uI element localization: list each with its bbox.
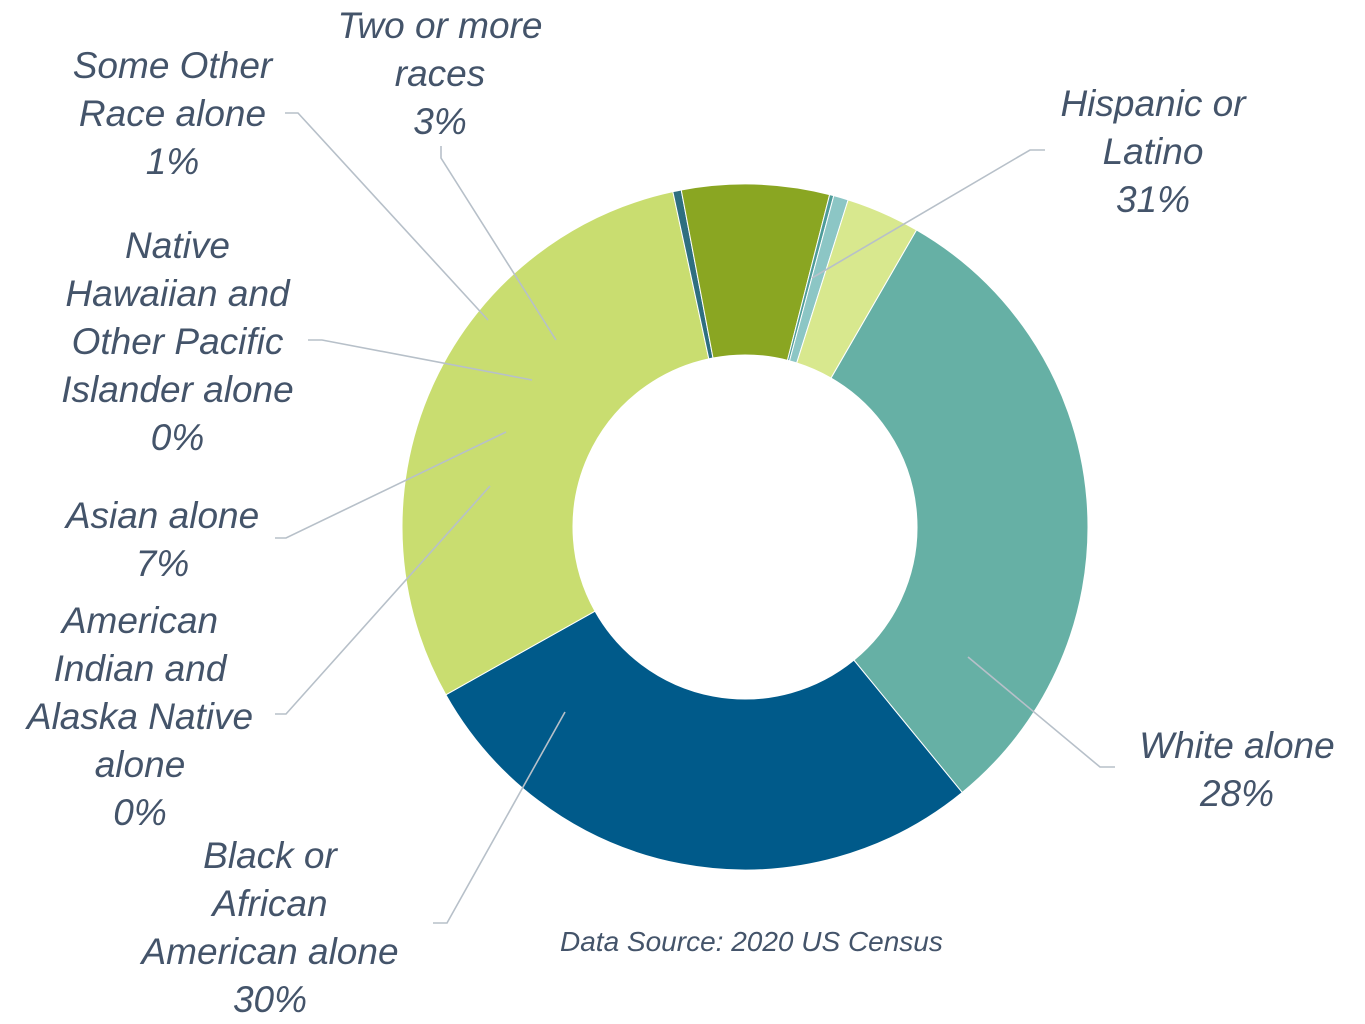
data-label-native-hawaiian-and-other-pacific-islander-alone: Native Hawaiian and Other Pacific Islander … — [45, 222, 310, 462]
label-name-line: Latino — [1102, 131, 1204, 172]
slices-group — [401, 183, 1089, 871]
leader-line-black-or-african-american-alone — [433, 711, 566, 924]
label-name-line: Some Other — [72, 45, 273, 86]
data-label-black-or-african-american-alone: Black or African American alone 30% — [120, 832, 420, 1024]
leader-line-two-or-more-races — [440, 146, 557, 341]
leader-line-hispanic-or-latino — [811, 149, 1045, 279]
label-name-line: Islander alone — [61, 369, 294, 410]
label-name-line: Hispanic or — [1060, 83, 1246, 124]
label-name-line: Race alone — [78, 93, 267, 134]
label-name-line: Other Pacific — [71, 321, 284, 362]
slice-black-or-african-american-alone — [401, 191, 710, 696]
data-source-note: Data Source: 2020 US Census — [560, 926, 943, 957]
label-percent: 31% — [1115, 179, 1191, 220]
label-name-line: White alone — [1139, 725, 1335, 766]
slice-two-or-more-races — [796, 199, 918, 379]
leader-lines-group — [275, 112, 1115, 924]
label-percent: 3% — [413, 101, 467, 142]
label-percent: 28% — [1199, 773, 1275, 814]
label-name-line: American alone — [141, 931, 399, 972]
slice-hispanic-or-latino — [830, 229, 1089, 794]
label-name-line: American — [61, 600, 219, 641]
label-name-line: Two or more — [337, 5, 543, 46]
leader-line-american-indian-and-alaska-native-alone — [275, 485, 491, 715]
label-name-line: African — [212, 883, 328, 924]
label-percent: 0% — [113, 792, 167, 833]
leader-line-some-other-race-alone — [285, 112, 489, 321]
leader-line-asian-alone — [275, 431, 507, 539]
data-label-asian-alone: Asian alone 7% — [55, 492, 270, 588]
label-percent: 1% — [145, 141, 200, 182]
data-label-hispanic-or-latino: Hispanic or Latino 31% — [1048, 80, 1258, 224]
leader-line-white-alone — [967, 656, 1115, 768]
data-label-two-or-more-races: Two or more races 3% — [325, 2, 555, 146]
label-name-line: alone — [94, 744, 186, 785]
label-percent: 0% — [150, 417, 205, 458]
label-name-line: Alaska Native — [26, 696, 254, 737]
label-percent: 30% — [232, 979, 308, 1020]
label-name-line: Asian alone — [65, 495, 260, 536]
slice-white-alone — [445, 610, 963, 871]
label-name-line: Hawaiian and — [65, 273, 290, 314]
label-name-line: races — [394, 53, 486, 94]
label-name-line: Indian and — [53, 648, 227, 689]
data-label-american-indian-and-alaska-native-alone: American Indian and Alaska Native alone 0% — [15, 597, 265, 837]
label-name-line: Black or — [203, 835, 337, 876]
label-name-line: Native — [125, 225, 230, 266]
data-label-white-alone: White alone 28% — [1122, 722, 1352, 818]
data-label-some-other-race-alone: Some Other Race alone 1% — [60, 42, 285, 186]
leader-line-native-hawaiian-and-other-pacific-islander-alone — [308, 339, 533, 381]
label-percent: 7% — [135, 543, 190, 584]
